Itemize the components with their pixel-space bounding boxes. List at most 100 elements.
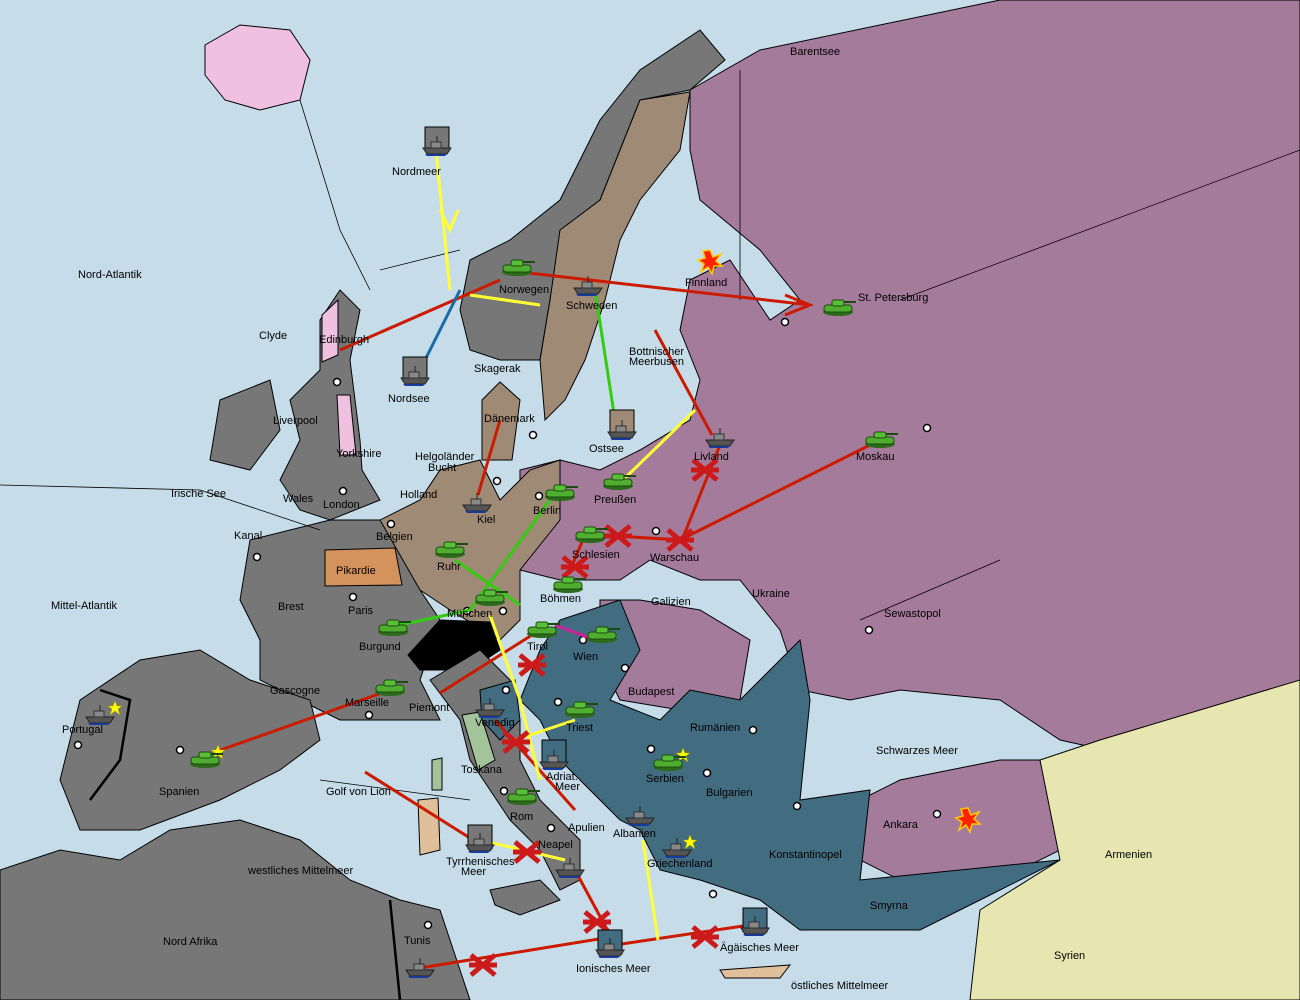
label: Adriat. (546, 771, 578, 783)
label: Bulgarien (706, 787, 752, 799)
label: Nordsee (388, 393, 430, 405)
label: Belgien (376, 531, 413, 543)
label: Ägäisches Meer (720, 942, 799, 954)
region-iberia[interactable] (59, 649, 321, 831)
label: Gascogne (270, 685, 320, 697)
move-arrow (476, 419, 502, 496)
region-north-africa[interactable] (0, 819, 471, 1000)
label: Nord-Atlantik (78, 269, 142, 281)
label: Bucht (428, 462, 456, 474)
label: Serbien (646, 773, 684, 785)
province-labels: Barentsee Nordmeer Nord-Atlantik Finnlan… (51, 46, 1152, 992)
support-arrow-green (454, 558, 521, 607)
label: Nordmeer (392, 166, 441, 178)
label: Warschau (650, 552, 699, 564)
label: Ankara (883, 819, 919, 831)
move-arrow (653, 329, 714, 436)
label: Bottnischer (629, 346, 684, 358)
label: Brest (278, 601, 304, 613)
label: Barentsee (790, 46, 840, 58)
border-tunis (388, 899, 402, 1000)
label: Armenien (1105, 849, 1152, 861)
region-edinburgh[interactable] (321, 298, 339, 363)
label: Norwegen (499, 284, 549, 296)
label: Irische See (171, 488, 226, 500)
region-sicily (489, 879, 561, 916)
region-sardinia (417, 797, 441, 856)
label: St. Petersburg (858, 292, 928, 304)
units[interactable] (85, 126, 899, 979)
support-arrow-green (593, 289, 617, 421)
region-pikardie[interactable] (324, 547, 403, 587)
label: Portugal (62, 724, 103, 736)
label: Toskana (461, 764, 503, 776)
region-ireland (209, 379, 281, 471)
label: Golf von Lion (326, 786, 391, 798)
label: Finnland (685, 277, 727, 289)
label: Sewastopol (884, 608, 941, 620)
label: östliches Mittelmeer (791, 980, 889, 992)
label: Rom (510, 811, 533, 823)
region-crete (719, 964, 792, 979)
region-armenia-syria[interactable] (969, 679, 1300, 1000)
label: Rumänien (690, 722, 740, 734)
region-toskana[interactable] (461, 711, 496, 771)
label: Piemont (409, 702, 449, 714)
label: Galizien (651, 596, 691, 608)
support-arrow (641, 839, 660, 941)
label: Livland (694, 451, 729, 463)
label: Clyde (259, 330, 287, 342)
label: Tunis (404, 935, 431, 947)
sea-boundaries (0, 70, 1300, 801)
label: Paris (348, 605, 374, 617)
label: Moskau (856, 451, 895, 463)
label: Spanien (159, 786, 199, 798)
label: Böhmen (540, 593, 581, 605)
move-arrow (419, 936, 606, 970)
label: Marseille (345, 697, 389, 709)
label: Holland (400, 489, 437, 501)
region-britain[interactable] (279, 289, 381, 521)
label: Tirol (527, 641, 548, 653)
label: Helgoländer (415, 451, 475, 463)
label: Wien (573, 651, 598, 663)
label: Preußen (594, 494, 636, 506)
move-arrow (214, 688, 391, 754)
support-arrow (433, 139, 460, 291)
label: Schwarzes Meer (876, 745, 958, 757)
support-arrow-green (399, 499, 552, 627)
region-yorkshire[interactable] (336, 394, 357, 456)
region-norway[interactable] (459, 29, 726, 361)
support-arrow (623, 408, 697, 480)
label: Meer (461, 866, 486, 878)
label: Wales (283, 493, 314, 505)
move-arrow (614, 923, 751, 947)
label: Neapel (538, 839, 573, 851)
label: Meerbusen (629, 356, 684, 368)
move-arrow (339, 278, 501, 352)
label: Dänemark (484, 413, 535, 425)
label: Ostsee (589, 443, 624, 455)
label: Schweden (566, 300, 617, 312)
region-austria-balkans[interactable] (519, 599, 1061, 931)
label: Yorkshire (336, 448, 381, 460)
move-arrow (679, 443, 871, 542)
label: Albanien (613, 828, 656, 840)
move-arrow (439, 628, 541, 695)
label: Burgund (359, 641, 401, 653)
move-arrow (364, 770, 471, 840)
label: Berlin (533, 505, 561, 517)
label: Griechenland (647, 858, 712, 870)
label: Apulien (568, 822, 605, 834)
label: Triest (566, 722, 593, 734)
support-arrow (469, 293, 541, 307)
label: Konstantinopel (769, 849, 842, 861)
region-sweden[interactable] (539, 91, 691, 422)
other-arrow (554, 623, 591, 640)
label: Ionisches Meer (576, 963, 651, 975)
region-corsica (431, 757, 443, 791)
label: Kanal (234, 530, 262, 542)
label: Nord Afrika (163, 936, 218, 948)
